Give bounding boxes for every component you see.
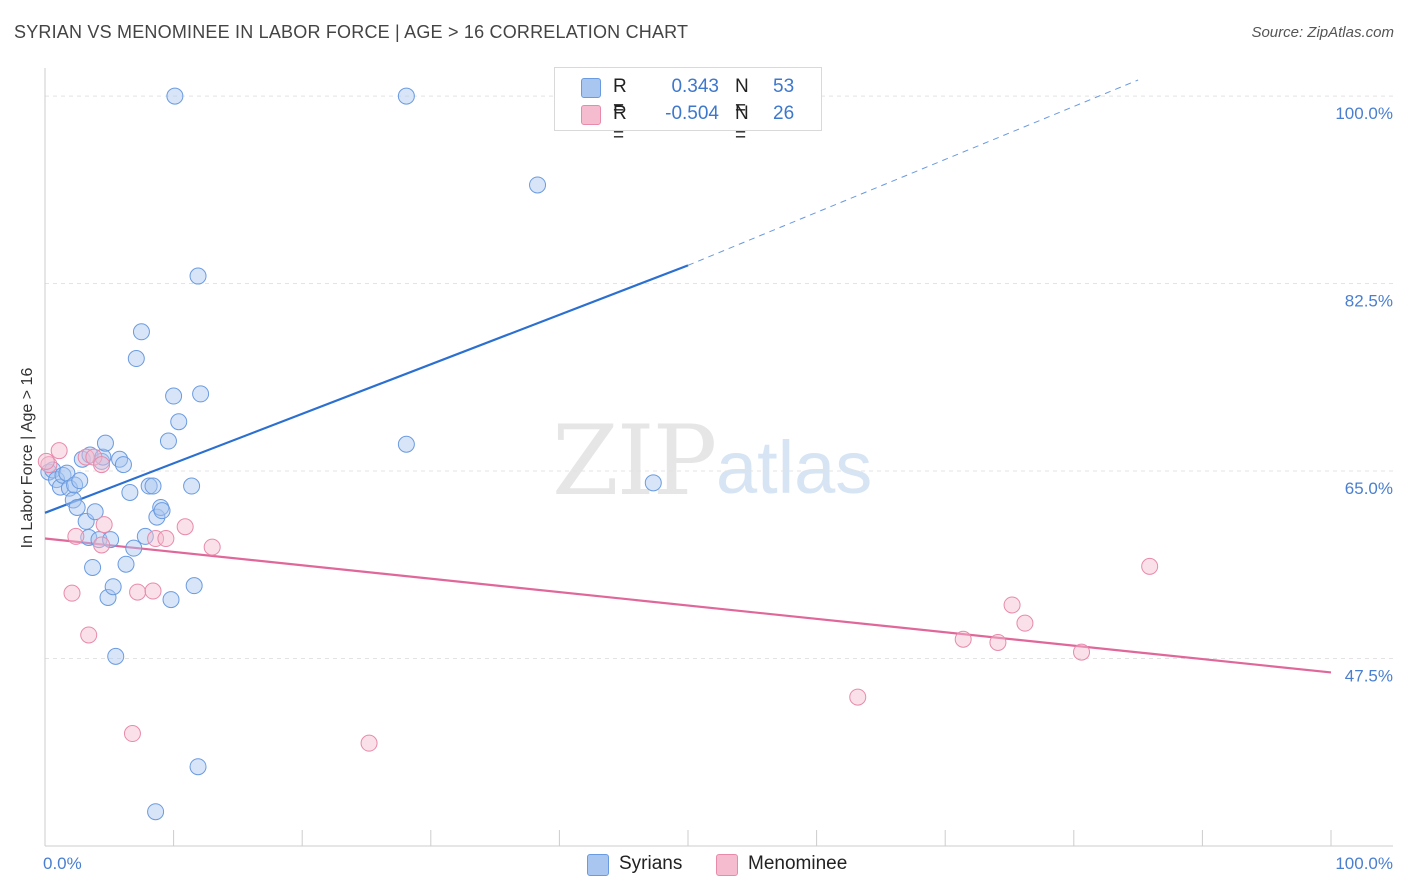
point-syrians [192,385,210,403]
point-syrians [121,483,139,501]
r-value: -0.504 [665,103,719,124]
point-menominee [93,536,111,554]
point-syrians [114,456,132,474]
point-menominee [144,582,162,600]
point-menominee [95,516,113,534]
legend-label-syrians: Syrians [619,853,683,874]
point-syrians [397,435,415,453]
point-syrians [165,387,183,405]
r-label: R = [613,76,627,119]
point-syrians [117,555,135,573]
point-syrians [144,477,162,495]
y-tick-label: 100.0% [1335,104,1393,123]
point-syrians [159,432,177,450]
watermark-zip: ZIP [552,405,717,517]
point-syrians [136,527,154,545]
n-label: N = [735,76,749,119]
trend-line-syrians [44,264,689,514]
series-legend: Syrians Menominee [0,852,1406,878]
r-value: 0.343 [671,76,719,97]
legend-label-menominee: Menominee [748,853,848,874]
watermark-atlas: atlas [716,426,873,509]
point-syrians [80,528,98,546]
point-syrians [132,323,150,341]
point-syrians [86,503,104,521]
point-syrians [166,87,184,105]
point-menominee [176,518,194,536]
point-menominee [37,452,55,470]
y-tick-label: 82.5% [1345,292,1393,311]
data-points [37,87,1159,821]
y-tick-label: 65.0% [1345,479,1393,498]
point-syrians [102,531,120,549]
menominee-swatch [581,105,601,125]
point-menominee [954,630,972,648]
y-axis-label: In Labor Force | Age > 16 [19,367,36,549]
point-menominee [63,584,81,602]
point-syrians [529,176,547,194]
point-menominee [80,626,98,644]
n-value: 26 [773,103,795,124]
chart-title: SYRIAN VS MENOMINEE IN LABOR FORCE | AGE… [14,22,689,42]
point-menominee [93,456,111,474]
point-syrians [58,464,76,482]
trend-line-menominee [44,537,1332,674]
point-syrians [162,591,180,609]
point-menominee [989,633,1007,651]
menominee-swatch [716,854,738,876]
syrians-swatch [581,78,601,98]
point-syrians [140,477,158,495]
x-tick-label: 0.0% [43,854,82,873]
point-syrians [183,477,201,495]
point-menominee [129,583,147,601]
point-menominee [1141,557,1159,575]
source-credit: Source: ZipAtlas.com [1251,24,1394,41]
point-syrians [104,578,122,596]
point-syrians [68,498,86,516]
r-label: R = [613,103,627,146]
point-menominee [157,530,175,548]
syrians-swatch [587,854,609,876]
point-menominee [40,456,58,474]
point-menominee [50,442,68,460]
point-syrians [127,350,145,368]
gridlines [45,95,1393,660]
point-syrians [84,558,102,576]
point-syrians [397,87,415,105]
point-syrians [99,588,117,606]
trend-line-syrians-extension [687,79,1139,266]
point-syrians [125,539,143,557]
axes [44,68,1393,847]
point-syrians [644,474,662,492]
correlation-legend: R = 0.343 N = 53 R = -0.504 N = 26 [554,67,822,146]
point-menominee [67,527,85,545]
point-syrians [153,502,171,520]
point-syrians [189,267,207,285]
point-menominee [147,530,165,548]
x-tick-label: 100.0% [1335,854,1393,873]
point-syrians [71,472,89,490]
point-syrians [107,647,125,665]
point-syrians [96,434,114,452]
trend-lines [44,79,1332,674]
point-menominee [123,725,141,743]
point-menominee [1003,596,1021,614]
y-tick-label: 47.5% [1345,667,1393,686]
point-syrians [189,758,207,776]
point-syrians [170,413,188,431]
point-menominee [1016,614,1034,632]
n-label: N = [735,103,749,146]
point-menominee [360,734,378,752]
point-syrians [185,577,203,595]
n-value: 53 [773,76,795,97]
point-menominee [1073,643,1091,661]
tick-labels: 0.0% 100.0% 47.5% 65.0% 82.5% 100.0% [43,104,1393,873]
point-menominee [849,688,867,706]
point-syrians [147,803,165,821]
point-menominee [203,538,221,556]
